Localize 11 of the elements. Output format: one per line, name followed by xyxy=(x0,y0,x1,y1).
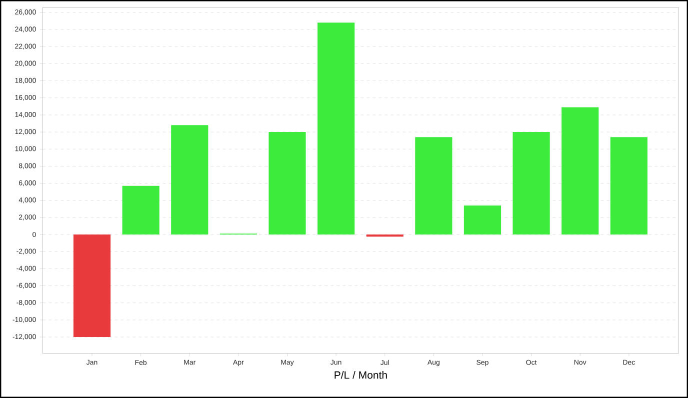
bar xyxy=(171,125,208,235)
bar xyxy=(464,205,502,235)
bar xyxy=(610,137,648,235)
bar xyxy=(512,132,550,235)
bar xyxy=(73,234,111,338)
bar xyxy=(268,132,306,235)
bar xyxy=(122,186,160,235)
bar xyxy=(318,22,355,235)
bar xyxy=(562,107,599,235)
x-axis-title: P/L / Month xyxy=(334,371,387,379)
bar xyxy=(415,137,452,235)
